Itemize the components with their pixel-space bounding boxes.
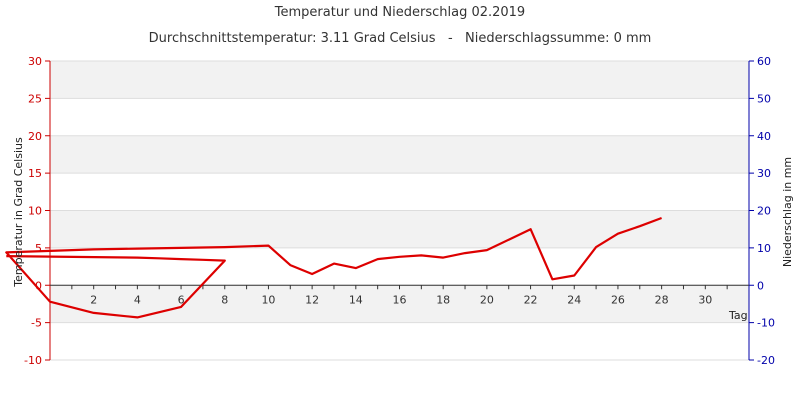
y-tick-label-right: 60	[757, 55, 771, 68]
y-tick-label-right: -10	[757, 317, 775, 330]
y-tick-label-left: -5	[31, 317, 42, 330]
y-tick-label-left: 10	[28, 205, 42, 218]
plot-band	[50, 135, 749, 174]
y-tick-label-left: 15	[28, 167, 42, 180]
x-tick-label: 14	[349, 293, 363, 306]
x-tick-label: 30	[698, 293, 712, 306]
y-tick-label-left: 25	[28, 92, 42, 105]
y-tick-label-left: -10	[24, 354, 42, 367]
chart-subtitle: Durchschnittstemperatur: 3.11 Grad Celsi…	[149, 31, 652, 46]
x-tick-label: 22	[524, 293, 538, 306]
x-tick-label: 10	[261, 293, 275, 306]
y-tick-label-right: 10	[757, 242, 771, 255]
x-tick-label: 18	[436, 293, 450, 306]
x-tick-label: 2	[90, 293, 97, 306]
x-tick-label: 26	[611, 293, 625, 306]
chart-title: Temperatur und Niederschlag 02.2019	[274, 5, 525, 20]
plot-background-bands	[50, 61, 749, 323]
y-tick-label-right: 40	[757, 130, 771, 143]
x-tick-label: 12	[305, 293, 319, 306]
y-tick-label-right: 50	[757, 92, 771, 105]
y-tick-label-left: 30	[28, 55, 42, 68]
plot-band	[50, 61, 749, 99]
x-tick-label: 20	[480, 293, 494, 306]
x-tick-label: 24	[567, 293, 581, 306]
y-tick-label-right: -20	[757, 354, 775, 367]
series-lines	[5, 216, 662, 319]
x-tick-label: 8	[221, 293, 228, 306]
x-tick-label: 6	[178, 293, 185, 306]
y-tick-label-left: 0	[35, 279, 42, 292]
plot-band	[50, 285, 749, 323]
y-tick-label-right: 20	[757, 205, 771, 218]
x-axis-label: Tag	[728, 309, 748, 322]
y-axis-label-left: Temperatur in Grad Celsius	[12, 137, 25, 288]
x-tick-label: 16	[393, 293, 407, 306]
y-tick-label-left: 5	[35, 242, 42, 255]
y-tick-label-right: 30	[757, 167, 771, 180]
temperature-line	[5, 216, 662, 319]
x-tick-label: 28	[655, 293, 669, 306]
y-axis-label-right: Niederschlag in mm	[781, 157, 794, 267]
plot-band	[50, 210, 749, 248]
y-tick-label-left: 20	[28, 130, 42, 143]
y-tick-label-right: 0	[757, 279, 764, 292]
x-tick-label: 4	[134, 293, 141, 306]
